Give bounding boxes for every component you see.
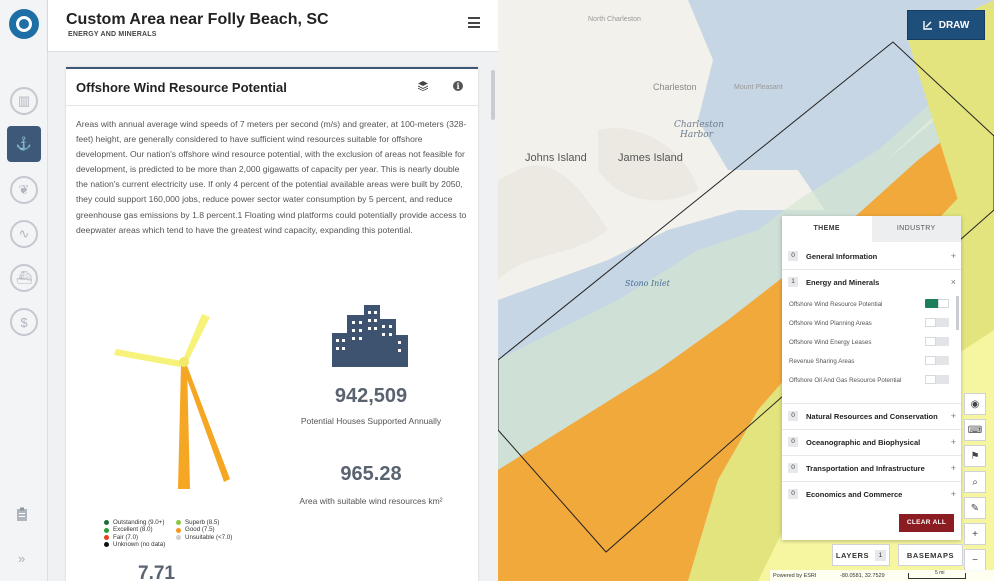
page-title: Custom Area near Folly Beach, SC [66, 11, 329, 28]
layer-panel: THEME INDUSTRY 0 General Information + 1… [782, 216, 961, 540]
draw-icon [923, 21, 932, 30]
draw-button[interactable]: DRAW [907, 10, 985, 40]
layer-group-energy-and-minerals[interactable]: 1 Energy and Minerals × [788, 274, 956, 290]
map-label-james-island: James Island [618, 152, 683, 164]
page-subtitle: ENERGY AND MINERALS [68, 31, 157, 38]
wind-legend-right: Superb (8.5) Good (7.5) Unsuitable (<7.0… [176, 519, 232, 541]
suitable-area-value: 965.28 [340, 463, 402, 485]
wind-legend-left: Outstanding (9.0+) Excellent (8.0) Fair … [104, 519, 165, 549]
layer-group-transportation[interactable]: 0 Transportation and Infrastructure + [788, 460, 956, 476]
divider [782, 269, 961, 270]
wind-turbine-illustration [114, 314, 230, 489]
wind-resource-card: Offshore Wind Resource Potential i Areas… [66, 67, 478, 581]
suitable-area-label: Area with suitable wind resources km² [299, 496, 443, 506]
sublayer-revenue-sharing-areas[interactable]: Revenue Sharing Areas [789, 355, 949, 367]
sidebar-rail: ▥ ⚓ ❦ ∿ ⛴ $ » [0, 0, 48, 581]
esri-attribution: Powered by ESRI [773, 572, 817, 579]
divider [782, 455, 961, 456]
plant-icon[interactable]: ❦ [10, 176, 38, 204]
layer-tabs: THEME INDUSTRY [782, 216, 961, 242]
expand-icon[interactable]: + [950, 463, 956, 473]
map-pin-icon[interactable]: ⚑ [964, 445, 986, 467]
zoom-out-icon[interactable]: − [964, 549, 986, 571]
buildings-icon [332, 305, 408, 367]
map-coordinates: -80.0581, 32.7529 [840, 572, 885, 579]
expand-icon[interactable]: + [950, 411, 956, 421]
map-label-harbor: Harbor [680, 130, 713, 140]
legend-item: Unknown (no data) [104, 541, 165, 548]
layers-button[interactable]: LAYERS 1 [832, 544, 890, 566]
panel-header: Custom Area near Folly Beach, SC ENERGY … [48, 0, 498, 52]
scale-label: 5 mi [935, 570, 945, 576]
zoom-in-icon[interactable]: + [964, 523, 986, 545]
toggle-switch[interactable] [925, 299, 949, 308]
report-panel: Offshore Wind Resource Potential i Areas… [48, 52, 498, 581]
sublayer-offshore-wind-planning-areas[interactable]: Offshore Wind Planning Areas [789, 317, 949, 329]
clipboard-icon[interactable] [16, 507, 28, 525]
expand-icon[interactable]: » [18, 551, 26, 566]
legend-item: Outstanding (9.0+) [104, 519, 165, 526]
bar-chart-icon[interactable]: ▥ [10, 87, 38, 115]
ruler-icon[interactable]: ✎ [964, 497, 986, 519]
map-view[interactable]: North Charleston Charleston Mount Pleasa… [498, 0, 994, 581]
sublayer-offshore-wind-resource-potential[interactable]: Offshore Wind Resource Potential [789, 298, 949, 310]
wind-speed-value: 7.71 [138, 563, 175, 581]
layer-group-natural-resources[interactable]: 0 Natural Resources and Conservation + [788, 408, 956, 424]
divider [782, 403, 961, 404]
divider [782, 481, 961, 482]
ship-icon[interactable]: ⛴ [10, 264, 38, 292]
money-icon[interactable]: $ [10, 308, 38, 336]
collapse-icon[interactable]: × [950, 277, 956, 287]
layers-icon[interactable] [418, 81, 428, 91]
locate-icon[interactable]: ◉ [964, 393, 986, 415]
toggle-switch[interactable] [925, 337, 949, 346]
legend-item: Excellent (8.0) [104, 526, 165, 533]
toggle-switch[interactable] [925, 375, 949, 384]
legend-item: Unsuitable (<7.0) [176, 534, 232, 541]
layer-list-scrollbar[interactable] [956, 296, 959, 330]
wave-icon[interactable]: ∿ [10, 220, 38, 248]
map-label-charleston-harbor: Charleston [674, 120, 725, 130]
card-title: Offshore Wind Resource Potential [76, 80, 287, 95]
map-label-charleston: Charleston [653, 82, 697, 92]
app-logo[interactable] [9, 9, 39, 39]
layer-group-general-information[interactable]: 0 General Information + [788, 248, 956, 264]
tab-theme[interactable]: THEME [813, 225, 840, 232]
info-icon[interactable]: i [453, 81, 463, 91]
divider [782, 429, 961, 430]
map-label-mount-pleasant: Mount Pleasant [734, 84, 783, 91]
map-label-stono-inlet: Stono Inlet [625, 279, 670, 288]
toggle-switch[interactable] [925, 318, 949, 327]
layers-count-badge: 1 [875, 549, 887, 561]
legend-item: Good (7.5) [176, 526, 232, 533]
hamburger-menu-icon[interactable] [468, 17, 480, 28]
expand-icon[interactable]: + [950, 489, 956, 499]
expand-icon[interactable]: + [950, 251, 956, 261]
expand-icon[interactable]: + [950, 437, 956, 447]
wind-turbine-icon[interactable]: ⚓ [7, 126, 41, 162]
panel-scrollbar[interactable] [491, 70, 495, 120]
sublayer-offshore-oil-gas-resource-potential[interactable]: Offshore Oil And Gas Resource Potential [789, 374, 949, 386]
legend-item: Superb (8.5) [176, 519, 232, 526]
scale-bar: 5 mi [908, 570, 966, 579]
card-divider [66, 105, 478, 106]
card-description: Areas with annual average wind speeds of… [76, 119, 467, 235]
map-attribution: Powered by ESRI -80.0581, 32.7529 5 mi [770, 570, 994, 581]
map-label-north-charleston: North Charleston [588, 16, 641, 23]
houses-supported-value: 942,509 [334, 385, 408, 407]
layer-group-oceanographic[interactable]: 0 Oceanographic and Biophysical + [788, 434, 956, 450]
sublayer-offshore-wind-energy-leases[interactable]: Offshore Wind Energy Leases [789, 336, 949, 348]
legend-item: Fair (7.0) [104, 534, 165, 541]
map-label-johns-island: Johns Island [525, 152, 587, 164]
houses-supported-label: Potential Houses Supported Annually [300, 416, 442, 426]
clear-all-button[interactable]: CLEAR ALL [899, 514, 954, 532]
layer-group-economics[interactable]: 0 Economics and Commerce + [788, 486, 956, 502]
basemaps-button[interactable]: BASEMAPS [898, 544, 963, 566]
keyboard-icon[interactable]: ⌨ [964, 419, 986, 441]
toggle-switch[interactable] [925, 356, 949, 365]
draw-label: DRAW [938, 19, 970, 31]
tab-industry[interactable]: INDUSTRY [871, 216, 961, 242]
search-icon[interactable]: ⌕ [964, 471, 986, 493]
